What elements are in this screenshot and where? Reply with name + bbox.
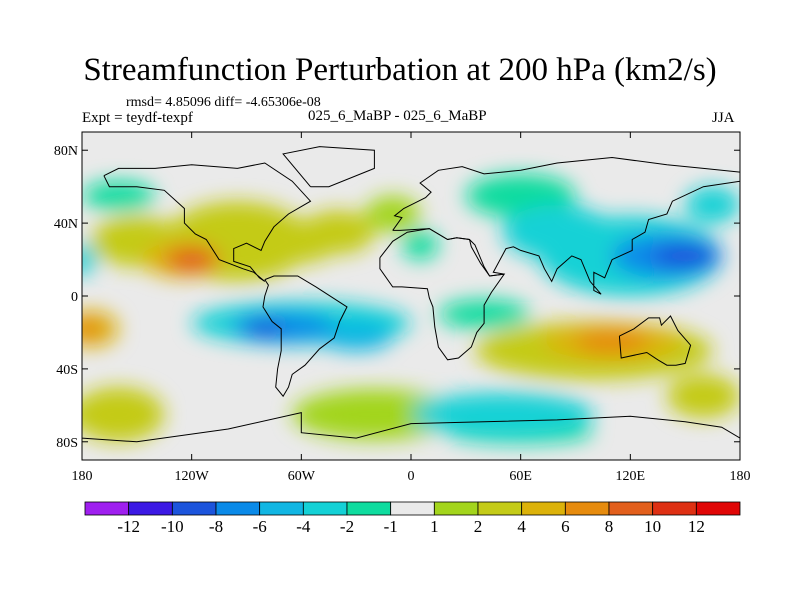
colorbar: -12 -10 -8 -6 -4 -2 -1 1 2 4 6 8 10 12 <box>84 501 741 536</box>
colorbar-swatch <box>84 501 130 516</box>
colorbar-label: 2 <box>474 517 483 536</box>
coastline <box>618 315 692 366</box>
x-axis: 180 120W 60W 0 60E 120E 180 <box>72 132 751 484</box>
y-tick-label: 40N <box>54 217 78 232</box>
colorbar-label: -4 <box>296 517 311 536</box>
colorbar-label: 8 <box>605 517 614 536</box>
colorbar-label: 12 <box>688 517 705 536</box>
chart-title: Streamfunction Perturbation at 200 hPa (… <box>83 52 717 88</box>
y-tick-label: 0 <box>71 290 78 305</box>
colorbar-swatch <box>695 501 741 516</box>
colorbar-swatch <box>433 501 479 516</box>
colorbar-label: 1 <box>430 517 439 536</box>
y-tick-label: 80N <box>54 144 78 159</box>
x-tick-label: 180 <box>72 469 93 484</box>
colorbar-swatch <box>521 501 566 516</box>
colorbar-swatch <box>302 501 348 516</box>
field-extreme <box>177 253 206 266</box>
x-tick-label: 120E <box>616 469 646 484</box>
colorbar-swatch <box>390 501 435 516</box>
colorbar-swatch <box>259 501 304 516</box>
contour-blob <box>82 181 156 211</box>
contour-blob <box>685 186 740 224</box>
x-tick-label: 60W <box>288 469 316 484</box>
coastline <box>103 162 312 282</box>
contour-blob <box>82 387 165 442</box>
colorbar-swatch <box>346 501 392 516</box>
run-label: 025_6_MaBP - 025_6_MaBP <box>308 108 487 124</box>
contour-blob <box>411 392 594 437</box>
colorbar-label: -8 <box>209 517 223 536</box>
colorbar-label: -6 <box>253 517 267 536</box>
x-tick-label: 60E <box>509 469 532 484</box>
field-extreme <box>671 249 700 262</box>
contour-blob <box>264 219 338 264</box>
field-extreme <box>598 335 627 348</box>
experiment-label: Expt = teydf-texpf <box>82 110 193 126</box>
colorbar-label: 4 <box>517 517 526 536</box>
colorbar-label: 10 <box>644 517 661 536</box>
y-axis: 80N 40N 0 40S 80S <box>54 144 740 451</box>
coastline <box>379 228 506 361</box>
colorbar-swatch <box>128 501 173 516</box>
map-area <box>82 132 740 460</box>
season-label: JJA <box>712 110 735 126</box>
colorbar-label: 6 <box>561 517 570 536</box>
x-tick-label: 180 <box>730 469 751 484</box>
x-tick-label: 120W <box>175 469 210 484</box>
contour-blob <box>401 230 439 260</box>
coastline <box>82 411 740 443</box>
colorbar-swatch <box>652 501 697 516</box>
coastline <box>262 275 348 398</box>
colorbar-label: -10 <box>161 517 184 536</box>
x-tick-label: 0 <box>408 469 415 484</box>
coastlines <box>82 146 740 443</box>
contour-blob <box>82 244 97 275</box>
contour-blob <box>666 374 740 419</box>
y-tick-label: 80S <box>56 436 78 451</box>
y-tick-label: 40S <box>56 363 78 378</box>
coastline <box>282 146 375 188</box>
contour-blob <box>365 195 421 233</box>
colorbar-swatch <box>608 501 654 516</box>
colorbar-swatch <box>171 501 217 516</box>
field-extreme <box>250 322 279 335</box>
colorbar-swatch <box>564 501 610 516</box>
colorbar-swatch <box>215 501 261 516</box>
contour-field <box>82 173 740 444</box>
contour-blob <box>292 388 457 440</box>
colorbar-label: -2 <box>340 517 354 536</box>
colorbar-swatch <box>477 501 523 516</box>
field-extreme <box>82 322 106 335</box>
colorbar-label: -12 <box>117 517 140 536</box>
stats-label: rmsd= 4.85096 diff= -4.65306e-08 <box>126 95 321 110</box>
contour-blob <box>319 321 393 351</box>
colorbar-label: -1 <box>384 517 398 536</box>
